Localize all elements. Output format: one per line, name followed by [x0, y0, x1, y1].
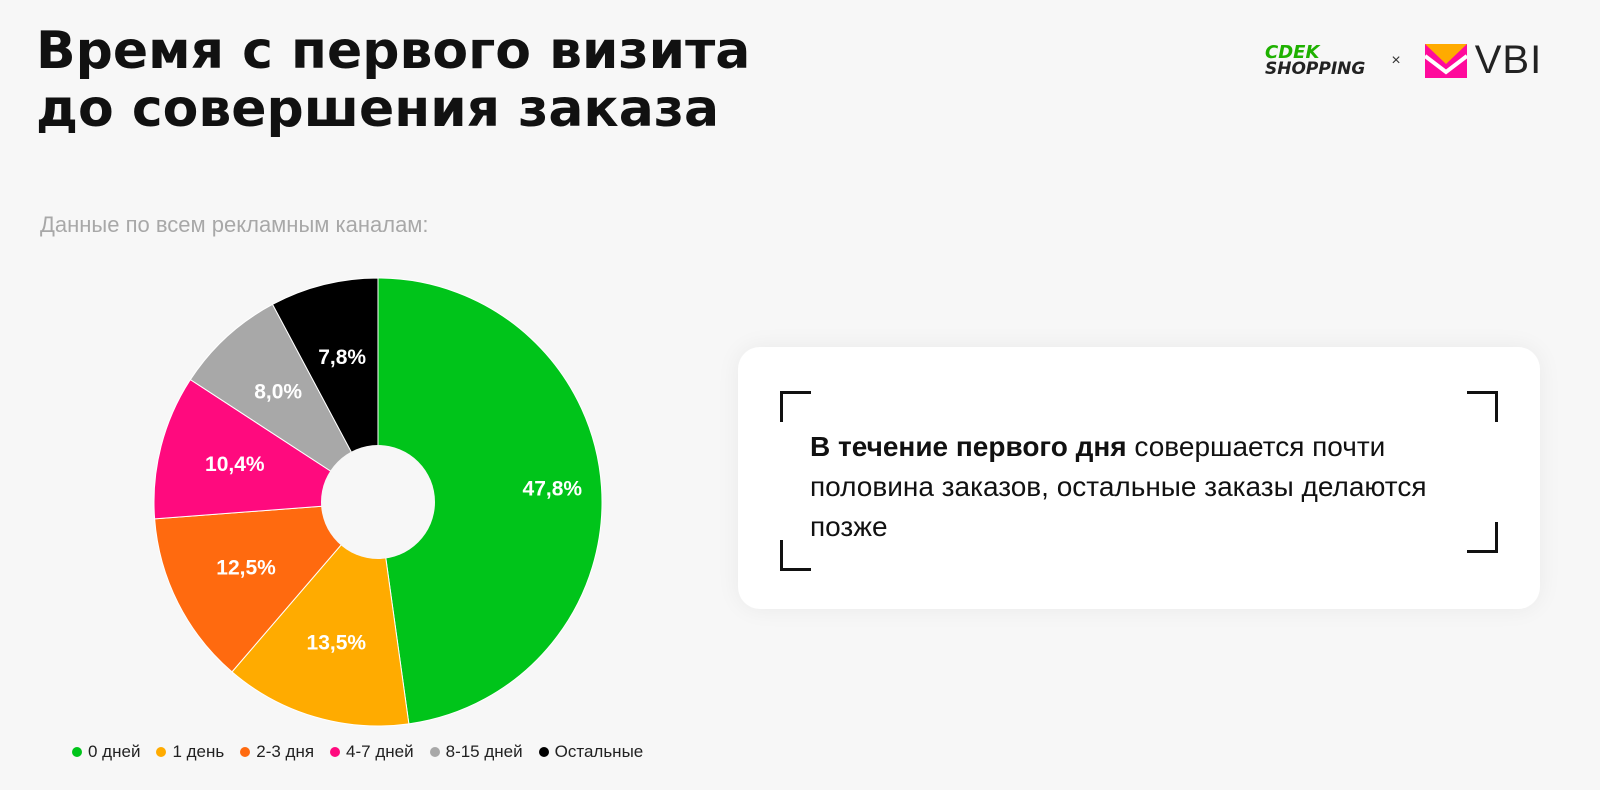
legend: 0 дней 1 день 2-3 дня 4-7 дней 8-15 дней Оста…: [72, 742, 643, 762]
slice-label: 10,4%: [205, 453, 265, 476]
insight-rest: совершается почти половина заказов, оста…: [810, 431, 1427, 542]
pie-slice-1: [231, 500, 410, 727]
legend-dot: [538, 747, 549, 757]
corner-bottom-left: [780, 540, 811, 571]
legend-item: Остальные: [538, 742, 644, 762]
legend-item: 1 день: [156, 742, 224, 762]
legend-dot: [330, 747, 341, 757]
legend-item: 2-3 дня: [240, 742, 314, 762]
legend-label: Остальные: [554, 742, 644, 761]
legend-label: 4-7 дней: [346, 742, 414, 761]
corner-top-left: [780, 391, 811, 422]
title-line-1: Время с первого визита: [36, 21, 751, 81]
corner-bottom-right: [1467, 522, 1498, 553]
legend-dot: [240, 747, 251, 757]
pie-slice-5: [271, 277, 379, 503]
legend-dot: [429, 747, 440, 757]
legend-item: 4-7 дней: [330, 742, 414, 762]
slice-label: 8,0%: [254, 381, 302, 404]
legend-label: 1 день: [172, 742, 225, 761]
chart-subtitle: Данные по всем рекламным каналам:: [40, 212, 429, 237]
legend-item: 0 дней: [72, 742, 140, 762]
vbi-logo-text: VBI: [1474, 38, 1543, 82]
pie-chart: 47,8% 13,5% 12,5% 10,4% 8,0% 7,8%: [153, 277, 603, 727]
title-line-2: до совершения заказа: [36, 79, 720, 139]
legend-dot: [156, 747, 167, 757]
slice-label: 13,5%: [307, 631, 367, 654]
corner-top-right: [1467, 391, 1498, 422]
pie-slice-3: [153, 378, 380, 520]
logos: CDEK SHOPPING × VBI: [1265, 38, 1542, 83]
slice-label: 47,8%: [523, 477, 583, 500]
pie-slice-2: [154, 501, 380, 673]
legend-dot: [72, 747, 82, 757]
pie-slice-4: [189, 303, 379, 503]
cdek-shopping-logo: CDEK SHOPPING: [1265, 41, 1366, 79]
slice-label: 12,5%: [216, 556, 276, 579]
legend-label: 0 дней: [88, 742, 141, 761]
pie-slice-0: [377, 277, 603, 725]
donut-hole: [321, 445, 435, 559]
legend-label: 8-15 дней: [445, 742, 523, 761]
insight-card: В течение первого дня совершается почти …: [738, 347, 1540, 609]
insight-bold: В течение первого дня: [810, 431, 1127, 462]
insight-text: В течение первого дня совершается почти …: [810, 427, 1450, 547]
legend-label: 2-3 дня: [256, 742, 315, 761]
page-title: Время с первого визита до совершения зака…: [36, 22, 750, 138]
legend-item: 8-15 дней: [429, 742, 523, 762]
shopping-logo-text: SHOPPING: [1265, 58, 1366, 79]
slice-label: 7,8%: [318, 346, 366, 369]
vbi-logo-icon: [1424, 43, 1467, 78]
cdek-logo-text: CDEK: [1265, 41, 1320, 63]
separator: ×: [1391, 51, 1401, 69]
